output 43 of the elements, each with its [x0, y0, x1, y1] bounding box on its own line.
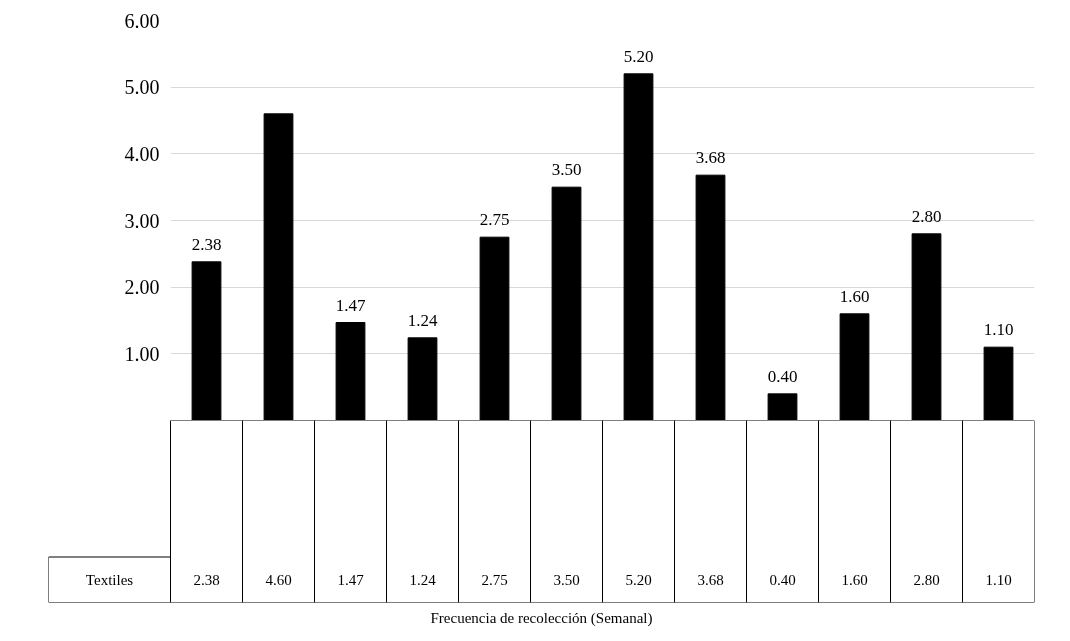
bar: [983, 346, 1014, 420]
text: 2.75: [481, 571, 508, 588]
y-tick-label: 4.00: [124, 142, 160, 165]
data-label: 1.24: [407, 310, 438, 330]
data-label: 2.75: [479, 210, 510, 230]
y-tick-label: 3.00: [124, 209, 160, 232]
data-label: 3.50: [551, 160, 582, 180]
text: 2.38: [193, 571, 220, 588]
text: 1.24: [409, 571, 437, 588]
bar: [767, 393, 798, 420]
bar: [263, 113, 294, 420]
data-label: 5.20: [623, 46, 654, 66]
text: 2.80: [913, 571, 940, 588]
data-label: 1.47: [335, 295, 366, 315]
text: Textiles: [85, 571, 134, 588]
bar: [407, 337, 438, 420]
data-label: 1.10: [983, 320, 1014, 340]
text: 1.10: [985, 571, 1012, 588]
bar: [191, 261, 222, 420]
y-tick-label: 1.00: [124, 342, 160, 365]
bar: [695, 174, 726, 420]
text: 4.60: [265, 571, 292, 588]
data-label: 2.38: [191, 234, 222, 254]
text: 1.47: [337, 571, 365, 588]
bar: [839, 313, 870, 420]
text: 3.68: [697, 571, 724, 588]
bar: [911, 233, 942, 420]
bar: [623, 73, 654, 420]
text: 5.20: [625, 571, 652, 588]
data-label: 3.68: [695, 148, 726, 168]
y-tick-label: 2.00: [124, 276, 160, 299]
data-label: 0.40: [767, 366, 798, 386]
bar: [335, 322, 366, 420]
data-label: 1.60: [839, 286, 870, 306]
bar: [479, 236, 510, 420]
y-tick-label: 6.00: [124, 9, 160, 32]
text: 3.50: [553, 571, 580, 588]
text: 0.40: [769, 571, 796, 588]
y-tick-label: 5.00: [124, 76, 160, 99]
text: 1.60: [841, 571, 868, 588]
bar: [551, 186, 582, 420]
text: Frecuencia de recolección (Semanal): [430, 609, 653, 627]
data-label: 2.80: [911, 206, 942, 226]
